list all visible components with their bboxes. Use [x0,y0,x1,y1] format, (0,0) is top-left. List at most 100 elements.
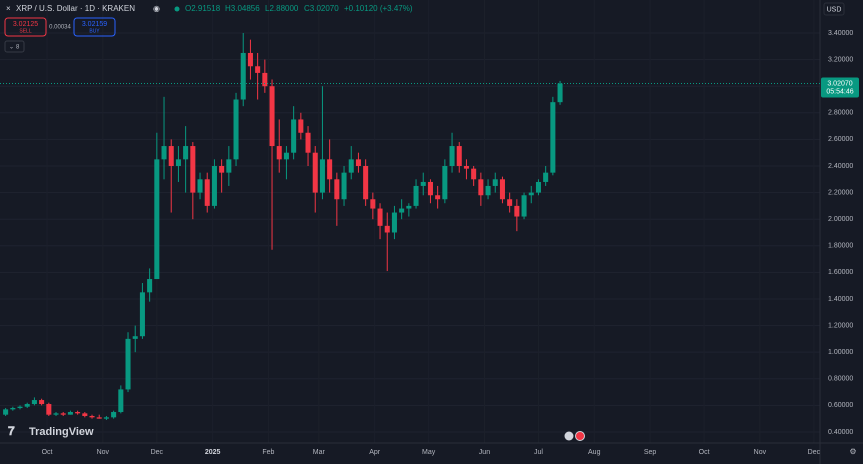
y-tick-label: 1.80000 [828,243,853,250]
candle-body [168,146,174,166]
candle-body [60,413,66,415]
candle-body [384,225,390,233]
candle-body [471,168,477,180]
x-tick-label: Apr [369,449,381,456]
candle-body [363,165,369,200]
candle-body [89,416,95,418]
x-tick-label: Nov [754,449,767,456]
currency-button[interactable] [823,2,845,16]
candle-body [67,412,73,415]
candle-body [420,181,426,186]
candle-body [514,205,520,217]
candle-body [53,413,59,415]
candle-body [535,181,541,193]
candle-body [31,400,37,405]
candle-body [211,165,217,206]
candle-body [283,152,289,160]
candle-body [132,336,138,339]
candle-body [197,179,203,193]
eye-icon[interactable]: ◉ [153,4,160,13]
current-price-box [821,77,859,98]
x-tick-label: Aug [588,449,601,456]
y-tick-label: 2.20000 [828,189,853,196]
candle-body [204,179,210,206]
currency: USD [827,6,842,13]
candle-body [312,152,318,193]
candle-body [435,195,441,200]
legend-low: L2.88000 [265,4,299,13]
y-tick-label: 1.40000 [828,296,853,303]
candle-body [557,83,563,103]
y-tick-label: 2.40000 [828,163,853,170]
candle-body [341,172,347,200]
candle-body [499,179,505,200]
candle-body [269,86,275,147]
candle-body [247,52,253,67]
candle-body [190,146,196,193]
indicators-arrow: ⌄ [9,45,14,51]
close-icon[interactable]: × [6,4,11,13]
x-tick-label: 2025 [205,449,221,456]
candles [3,33,563,420]
candle-body [291,119,297,153]
candle-body [485,185,491,196]
legend-change: +0.10120 (+3.47%) [344,4,413,13]
x-tick-label: Jun [479,449,490,456]
candle-body [298,119,304,133]
axes: 0.40000 0.60000 0.80000 1.00000 1.20000 1.400… [0,30,859,456]
buy-button[interactable] [73,17,116,37]
legend-close: C3.02070 [304,4,339,13]
y-tick-label: 1.00000 [828,349,853,356]
candle-body [46,404,52,415]
y-tick-label: 3.20000 [828,56,853,63]
x-tick-label: Sep [644,449,657,456]
indicator-count: 8 [16,45,20,51]
candle-body [17,406,23,409]
buy-price: 3.02159 [82,21,107,28]
candle-body [406,205,412,209]
candle-body [10,408,16,410]
candle-body [39,400,45,405]
sell-price: 3.02125 [13,21,38,28]
indicators-toggle[interactable] [4,40,25,53]
candle-body [118,389,124,413]
candle-body [82,413,88,417]
candle-body [276,146,282,160]
buy-label: BUY [89,28,100,34]
candle-body [240,52,246,100]
event-flag[interactable] [575,431,585,441]
candle-body [139,292,145,337]
candle-body [442,165,448,200]
x-tick-label: Jul [534,449,543,456]
event-flag-us[interactable] [564,431,574,441]
candle-body [391,212,397,233]
y-tick-label: 2.80000 [828,110,853,117]
candle-body [355,159,361,166]
y-tick-label: 2.00000 [828,216,853,223]
candle-body [492,179,498,186]
brand[interactable]: TradingView [29,426,94,438]
sell-button[interactable] [4,17,47,37]
spread: 0.00034 [49,25,71,31]
candle-body [75,412,81,414]
candle-body [111,412,117,418]
y-tick-label: 0.80000 [828,376,853,383]
candle-body [161,146,167,160]
symbol-title[interactable]: XRP / U.S. Dollar · 1D · KRAKEN [16,4,135,13]
sell-label: SELL [19,28,31,34]
candle-body [175,159,181,166]
logo-mark: 𝟕 [8,424,15,438]
candle-body [449,146,455,166]
x-tick-label: Dec [808,449,821,456]
candle-body [413,185,419,206]
candle-body [370,199,376,209]
y-tick-label: 0.60000 [828,402,853,409]
settings-icon[interactable]: ⚙ [849,447,856,456]
x-tick-label: Mar [313,449,326,456]
y-tick-label: 0.40000 [828,429,853,436]
current-price-label: 3.02070 [827,80,852,87]
candle-body [427,181,433,196]
candle-body [327,159,333,180]
candle-body [219,165,225,173]
